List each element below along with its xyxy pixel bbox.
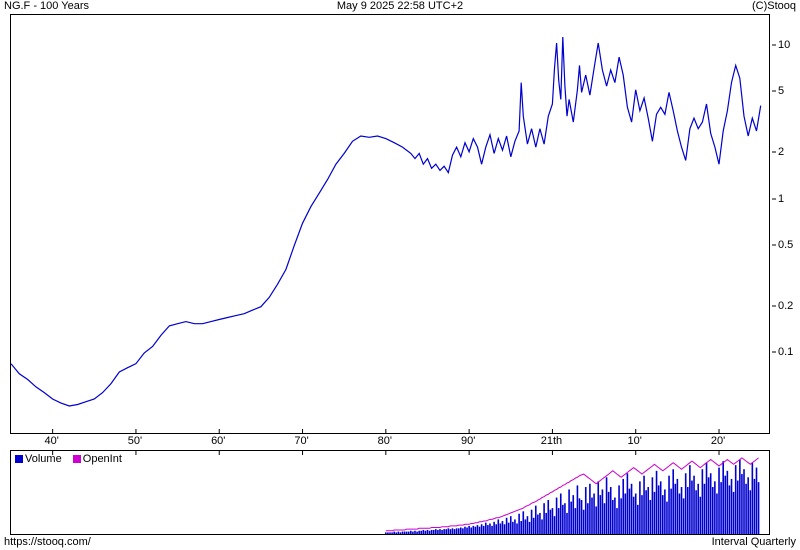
x-tick-label: 80'	[378, 435, 392, 447]
y-tick-label: 2	[778, 146, 784, 158]
x-tick-label: 60'	[211, 435, 225, 447]
legend-swatch-volume	[15, 455, 23, 463]
legend-volume: Volume	[15, 453, 62, 465]
chart-title: NG.F - 100 Years	[4, 0, 89, 12]
y-tick-label: 0.5	[778, 239, 793, 251]
x-tick-label: 20'	[711, 435, 725, 447]
price-chart-svg	[11, 15, 769, 433]
volume-chart: Volume OpenInt	[10, 450, 770, 535]
legend-label-volume: Volume	[25, 453, 62, 465]
header: NG.F - 100 Years May 9 2025 22:58 UTC+2 …	[0, 0, 800, 14]
x-tick-label: 90'	[461, 435, 475, 447]
chart-copyright: (C)Stooq	[752, 0, 796, 12]
chart-timestamp: May 9 2025 22:58 UTC+2	[337, 0, 463, 12]
footer: https://stooq.com/ Interval Quarterly	[0, 536, 800, 550]
interval-label: Interval Quarterly	[712, 536, 796, 548]
x-tick-label: 40'	[44, 435, 58, 447]
y-tick-label: 5	[778, 85, 784, 97]
y-tick-label: 1	[778, 193, 784, 205]
source-url: https://stooq.com/	[4, 536, 91, 548]
x-tick-label: 21th	[541, 435, 562, 447]
y-tick-label: 0.2	[778, 300, 793, 312]
x-tick-label: 50'	[128, 435, 142, 447]
chart-container: NG.F - 100 Years May 9 2025 22:58 UTC+2 …	[0, 0, 800, 550]
legend-openint: OpenInt	[73, 453, 122, 465]
legend-label-openint: OpenInt	[83, 453, 122, 465]
x-tick-label: 10'	[628, 435, 642, 447]
x-tick-label: 70'	[294, 435, 308, 447]
x-axis: 40' 50' 60' 70' 80' 90' 21th 10' 20'	[10, 435, 770, 449]
legend-swatch-openint	[73, 455, 81, 463]
y-tick-label: 0.1	[778, 346, 793, 358]
price-chart	[10, 14, 770, 434]
y-axis: 0.1 0.2 0.5 1 2 5 10	[772, 14, 800, 434]
legend: Volume OpenInt	[15, 453, 130, 465]
y-tick-label: 10	[778, 39, 790, 51]
